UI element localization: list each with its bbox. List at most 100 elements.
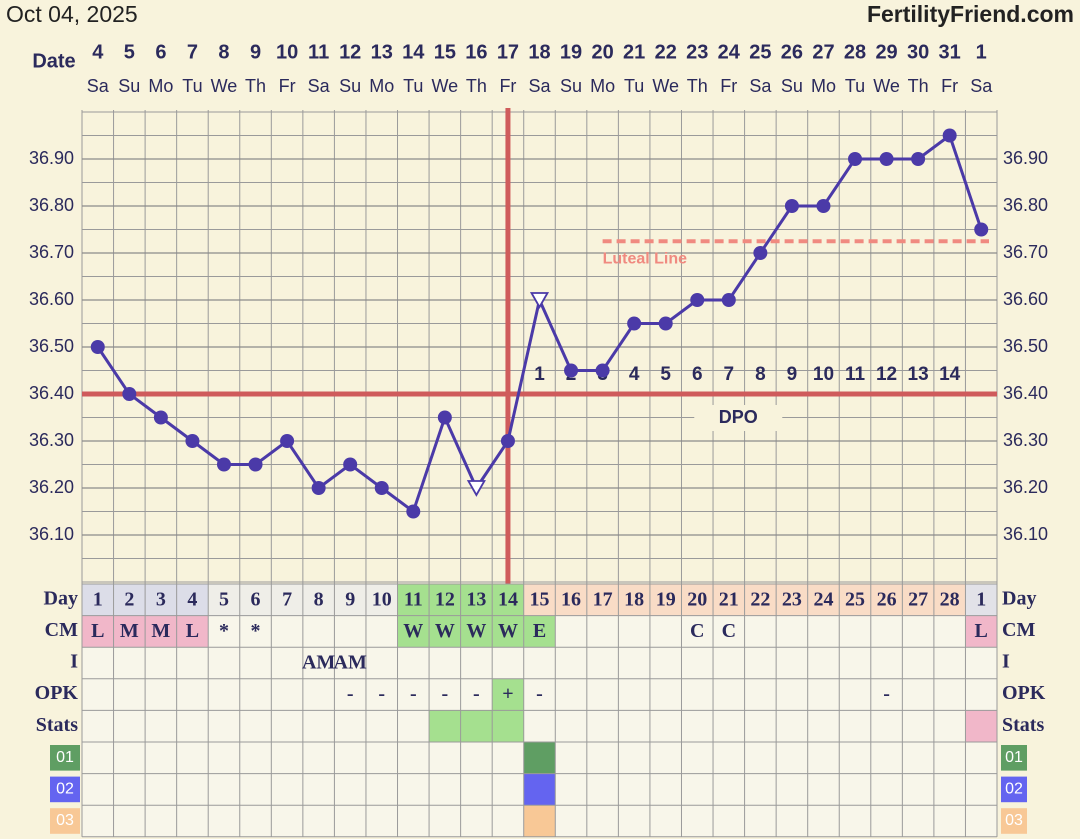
weekday-label: Sa bbox=[970, 76, 993, 96]
cell-fill bbox=[586, 584, 619, 616]
weekday-label: Tu bbox=[845, 76, 865, 96]
y-tick-label: 36.50 bbox=[29, 336, 74, 356]
temperature-point bbox=[374, 481, 389, 495]
date-label: 10 bbox=[276, 41, 298, 63]
date-label: 25 bbox=[749, 41, 771, 63]
cell-fill bbox=[460, 615, 493, 648]
cell-fill bbox=[113, 584, 146, 616]
temperature-point bbox=[437, 410, 452, 425]
temperature-point bbox=[248, 457, 263, 472]
temperature-point-open bbox=[466, 480, 486, 497]
date-label: 19 bbox=[560, 41, 582, 63]
row-label-box-right bbox=[1001, 745, 1027, 771]
cell-text: W bbox=[403, 620, 423, 642]
temperature-point bbox=[185, 434, 200, 448]
cell-fill bbox=[271, 584, 303, 616]
weekday-label: Fr bbox=[499, 76, 516, 96]
cell-fill bbox=[965, 584, 997, 616]
y-tick-label: 36.70 bbox=[29, 242, 74, 262]
cell-fill bbox=[902, 584, 934, 616]
cell-fill bbox=[839, 584, 871, 616]
cell-fill bbox=[208, 584, 240, 616]
date-label: 24 bbox=[718, 41, 741, 63]
cell-text: W bbox=[435, 620, 455, 642]
weekday-label: Sa bbox=[528, 76, 551, 96]
cell-fill bbox=[429, 615, 461, 648]
cell-fill bbox=[460, 584, 493, 616]
cell-fill bbox=[807, 584, 840, 616]
date-label: 16 bbox=[465, 41, 487, 63]
weekday-label: Sa bbox=[308, 76, 331, 96]
temperature-point bbox=[848, 152, 863, 166]
weekday-label: Th bbox=[687, 76, 708, 96]
date-label: 29 bbox=[875, 41, 897, 63]
cell-fill bbox=[523, 615, 556, 648]
cell-fill bbox=[492, 584, 524, 616]
weekday-label: Fr bbox=[941, 76, 958, 96]
y-tick-label-right: 36.50 bbox=[1003, 336, 1048, 356]
temperature-point bbox=[153, 410, 168, 425]
cell-text: 3 bbox=[156, 588, 166, 610]
y-tick-label-right: 36.70 bbox=[1003, 242, 1048, 262]
weekday-label: Tu bbox=[403, 76, 423, 96]
cell-fill bbox=[429, 710, 461, 742]
cell-fill bbox=[523, 742, 556, 774]
temperature-point-open bbox=[529, 292, 550, 309]
date-label: 17 bbox=[497, 41, 519, 63]
date-label: 6 bbox=[155, 41, 166, 63]
row-label: 02 bbox=[56, 781, 74, 798]
row-label-right: 03 bbox=[1005, 812, 1023, 829]
cell-text: M bbox=[151, 620, 170, 642]
cell-text: 14 bbox=[498, 588, 518, 610]
y-tick-label: 36.80 bbox=[29, 195, 74, 215]
cell-fill bbox=[618, 584, 650, 616]
y-tick-label-right: 36.40 bbox=[1003, 383, 1048, 403]
weekday-label: Th bbox=[245, 76, 266, 96]
row-label-right: Stats bbox=[1002, 714, 1044, 736]
cell-fill bbox=[523, 805, 556, 837]
row-label-box-right bbox=[1001, 808, 1027, 834]
cell-text: 19 bbox=[656, 588, 676, 610]
weekday-label: Mo bbox=[369, 76, 394, 96]
date-label: 21 bbox=[623, 41, 645, 63]
temperature-point bbox=[879, 152, 894, 166]
weekday-label: Su bbox=[118, 76, 140, 96]
date-label: 27 bbox=[812, 41, 834, 63]
cell-text: - bbox=[378, 683, 385, 705]
row-label: I bbox=[70, 651, 78, 673]
cell-fill bbox=[460, 710, 493, 742]
row-label-right: I bbox=[1002, 651, 1010, 673]
cell-text: E bbox=[533, 620, 546, 642]
date-label: 12 bbox=[339, 41, 361, 63]
cell-text: - bbox=[883, 683, 890, 705]
weekday-label: Sa bbox=[749, 76, 772, 96]
cell-text: 8 bbox=[314, 588, 324, 610]
cell-text: 26 bbox=[877, 588, 897, 610]
cell-fill bbox=[82, 615, 114, 648]
cell-fill bbox=[713, 584, 745, 616]
cell-text: 17 bbox=[593, 588, 613, 610]
dpo-label: DPO bbox=[719, 407, 758, 427]
cell-text: L bbox=[91, 620, 104, 642]
row-label-right: Day bbox=[1002, 587, 1036, 609]
cell-text: 25 bbox=[845, 588, 865, 610]
luteal-label: Luteal Line bbox=[603, 250, 688, 267]
dpo-number: 12 bbox=[876, 364, 897, 385]
row-label-right: 01 bbox=[1005, 749, 1023, 766]
cell-text: 23 bbox=[782, 588, 802, 610]
weekday-label: Sa bbox=[87, 76, 110, 96]
y-tick-label: 36.30 bbox=[29, 430, 74, 450]
cell-fill bbox=[870, 584, 903, 616]
date-label: 8 bbox=[218, 41, 229, 63]
cell-text: - bbox=[536, 683, 543, 705]
cell-text: 11 bbox=[404, 588, 423, 610]
weekday-label: Su bbox=[781, 76, 803, 96]
temperature-point bbox=[911, 152, 926, 166]
cell-fill bbox=[302, 584, 335, 616]
dpo-number: 6 bbox=[692, 364, 703, 385]
y-tick-label: 36.10 bbox=[29, 524, 74, 544]
temperature-point bbox=[280, 434, 295, 448]
temperature-point bbox=[216, 457, 231, 472]
temperature-point bbox=[122, 387, 137, 401]
cell-text: W bbox=[466, 620, 486, 642]
